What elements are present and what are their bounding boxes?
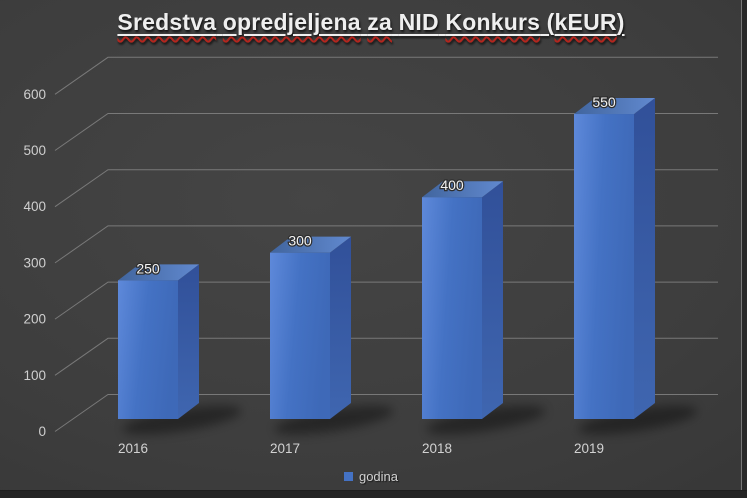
bar-2016[interactable]	[118, 264, 243, 440]
bar-2019[interactable]	[574, 98, 699, 440]
bar-top-face	[270, 236, 351, 253]
title-word-misspelled: opredjeljena	[222, 9, 361, 35]
title-word-misspelled: za	[367, 9, 392, 35]
data-label-2017: 300	[288, 233, 312, 249]
bar-front-face	[574, 114, 634, 420]
bar-front-face	[422, 197, 482, 419]
x-axis-label-2018: 2018	[422, 441, 452, 456]
bar-front-face	[118, 280, 178, 419]
data-label-2016: 250	[136, 260, 160, 276]
title-word-misspelled: Sredstva	[117, 9, 217, 35]
legend-swatch	[343, 472, 353, 481]
y-axis-label-500: 500	[23, 143, 46, 158]
bar-side-face	[330, 236, 351, 419]
gridline-300	[54, 225, 718, 264]
bar-top-face	[574, 98, 655, 115]
y-axis-label-400: 400	[23, 199, 46, 214]
gridline-0	[54, 394, 718, 432]
x-axis-label-2019: 2019	[574, 441, 604, 456]
bar-side-face	[178, 264, 199, 419]
bar-shadow	[578, 405, 698, 435]
gridline-600	[54, 56, 718, 95]
y-axis-label-200: 200	[23, 312, 46, 327]
chart-title[interactable]: Sredstva opredjeljena za NID Konkurs (kE…	[0, 9, 742, 36]
data-label-2019: 550	[592, 94, 616, 110]
bar-side-face	[634, 98, 655, 420]
title-word: (	[540, 9, 555, 35]
bar-shadow	[274, 405, 394, 435]
chart-area-right-border	[741, 0, 742, 498]
data-label-2018: 400	[440, 177, 464, 193]
bar-shadow	[426, 405, 546, 435]
gridline-400	[54, 169, 718, 208]
bar-top-face	[118, 264, 199, 281]
x-axis-label-2017: 2017	[270, 441, 300, 456]
y-axis-label-100: 100	[23, 368, 46, 383]
slide-bottom-edge	[0, 490, 747, 498]
x-axis-label-2016: 2016	[118, 441, 148, 456]
y-axis-labels: 0 100 200 300 400 500 600	[23, 87, 46, 439]
bar-shadow	[122, 405, 242, 435]
bar-top-face	[422, 181, 503, 198]
title-word-misspelled: kEUR	[554, 9, 617, 35]
y-axis-label-300: 300	[23, 255, 46, 270]
slide-right-edge	[742, 0, 747, 498]
title-word-misspelled: Konkurs	[445, 9, 541, 35]
title-word: )	[616, 9, 625, 35]
chart-legend[interactable]: godina	[0, 469, 742, 484]
gridline-100	[54, 337, 718, 376]
y-axis-label-0: 0	[38, 424, 46, 439]
bar-2017[interactable]	[270, 236, 395, 441]
legend-label: godina	[358, 469, 399, 484]
bar-2018[interactable]	[422, 181, 547, 440]
bar-side-face	[482, 181, 503, 419]
y-axis-label-600: 600	[23, 87, 46, 102]
gridline-200	[54, 281, 718, 320]
gridlines	[54, 56, 718, 432]
gridline-500	[54, 113, 718, 151]
bar-front-face	[270, 252, 330, 419]
title-word: NID	[398, 9, 439, 35]
